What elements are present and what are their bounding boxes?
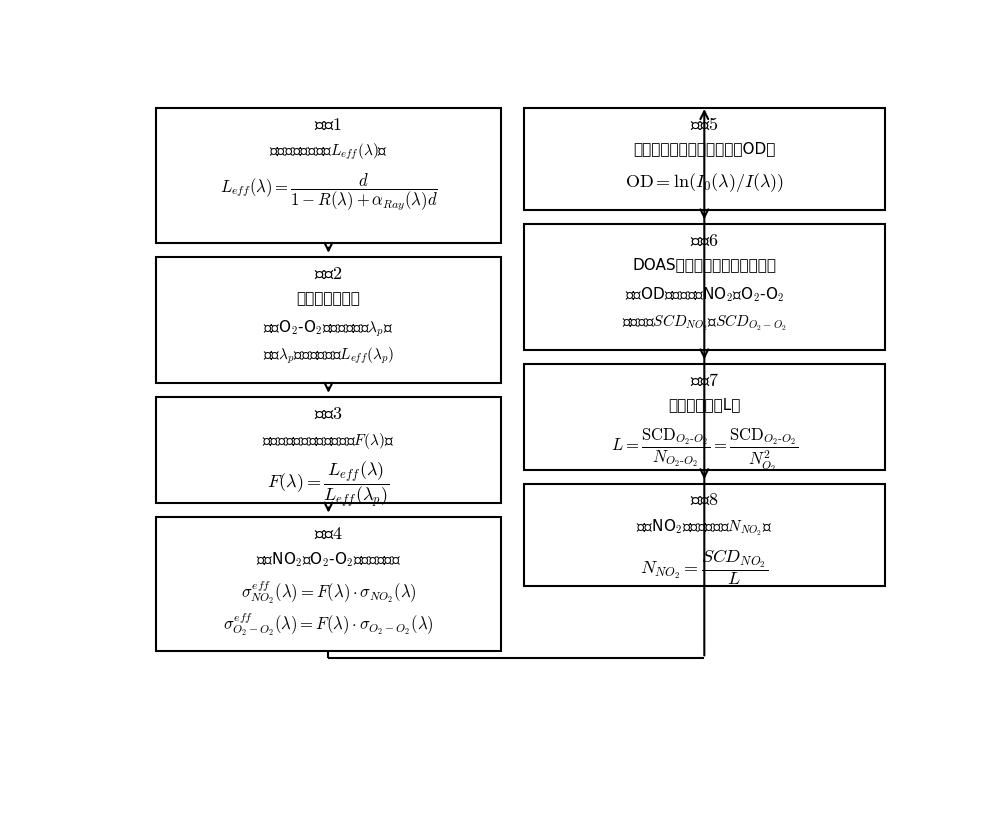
Bar (524, 483, 885, 586)
Text: 厚度OD，得到大气NO$_2$和O$_2$-O$_2$: 厚度OD，得到大气NO$_2$和O$_2$-O$_2$ (625, 285, 784, 304)
Text: 计算气体吸收截面修正因子$F(\lambda)$：: 计算气体吸收截面修正因子$F(\lambda)$： (262, 431, 395, 451)
Bar (524, 364, 885, 470)
Text: 步骤$\mathbf{4}$: 步骤$\mathbf{4}$ (314, 525, 343, 543)
Text: 步骤$\mathbf{1}$: 步骤$\mathbf{1}$ (314, 115, 342, 133)
Text: 步骤$\mathbf{5}$: 步骤$\mathbf{5}$ (690, 115, 719, 133)
Text: $\mathrm{OD}=\ln(I_0(\lambda)/I(\lambda))$: $\mathrm{OD}=\ln(I_0(\lambda)/I(\lambda)… (625, 171, 784, 194)
Text: $\sigma^{eff}_{O_2-O_2}(\lambda)=F(\lambda)\cdot\sigma_{O_2-O_2}(\lambda)$: $\sigma^{eff}_{O_2-O_2}(\lambda)=F(\lamb… (223, 611, 434, 638)
Text: 的柱浓度$\mathit{SCD}_{NO_2}$和$\mathit{SCD}_{O_2-O_2}$: 的柱浓度$\mathit{SCD}_{NO_2}$和$\mathit{SCD}_… (622, 312, 787, 333)
Bar (156, 397, 501, 503)
Bar (524, 108, 885, 210)
Bar (156, 517, 501, 651)
Text: $L=\dfrac{\mathrm{SCD}_{O_2\text{-}O_2}}{N_{O_2\text{-}O_2}}=\dfrac{\mathrm{SCD}: $L=\dfrac{\mathrm{SCD}_{O_2\text{-}O_2}}… (611, 427, 798, 474)
Text: 步骤$\mathbf{3}$: 步骤$\mathbf{3}$ (314, 405, 343, 423)
Bar (524, 224, 885, 350)
Text: 计算吸收光程L：: 计算吸收光程L： (668, 398, 740, 413)
Text: $N_{NO_2}=\dfrac{\mathit{SCD}_{NO_2}}{L}$: $N_{NO_2}=\dfrac{\mathit{SCD}_{NO_2}}{L}… (640, 547, 768, 586)
Text: 确定O$_2$-O$_2$吸收峰值波长$\lambda_p$，: 确定O$_2$-O$_2$吸收峰值波长$\lambda_p$， (263, 319, 393, 339)
Text: 计算NO$_2$的分子数浓度$N_{NO_2}$：: 计算NO$_2$的分子数浓度$N_{NO_2}$： (636, 518, 772, 538)
Bar (156, 257, 501, 383)
Text: 步骤$\mathbf{6}$: 步骤$\mathbf{6}$ (690, 232, 719, 250)
Text: $\sigma^{eff}_{NO_2}(\lambda)=F(\lambda)\cdot\sigma_{NO_2}(\lambda)$: $\sigma^{eff}_{NO_2}(\lambda)=F(\lambda)… (241, 578, 416, 605)
Text: 步骤$\mathbf{2}$: 步骤$\mathbf{2}$ (314, 265, 343, 283)
Text: DOAS拟合修正吸收截面到光学: DOAS拟合修正吸收截面到光学 (632, 258, 776, 273)
Text: 确定有效光程函数$L_{eff}(\lambda)$：: 确定有效光程函数$L_{eff}(\lambda)$： (269, 142, 388, 162)
Text: $L_{eff}(\lambda)=\dfrac{d}{1-R(\lambda)+\alpha_{Ray}(\lambda)d}$: $L_{eff}(\lambda)=\dfrac{d}{1-R(\lambda)… (220, 171, 437, 212)
Text: 根据探测光谱计算光学厚度OD：: 根据探测光谱计算光学厚度OD： (633, 142, 776, 156)
Text: 选择测量波段，: 选择测量波段， (296, 291, 360, 306)
Text: 求出$\lambda_p$处的有效光程$L_{eff}(\lambda_p)$: 求出$\lambda_p$处的有效光程$L_{eff}(\lambda_p)$ (263, 346, 394, 366)
Text: $F(\lambda)=\dfrac{L_{eff}(\lambda)}{L_{eff}(\lambda_p)}$: $F(\lambda)=\dfrac{L_{eff}(\lambda)}{L_{… (267, 459, 390, 509)
Text: 修正NO$_2$和O$_2$-O$_2$的吸收截面：: 修正NO$_2$和O$_2$-O$_2$的吸收截面： (256, 551, 401, 569)
Bar (156, 108, 501, 243)
Text: 步骤$\mathbf{7}$: 步骤$\mathbf{7}$ (690, 372, 719, 390)
Text: 步骤$\mathbf{8}$: 步骤$\mathbf{8}$ (690, 491, 719, 509)
